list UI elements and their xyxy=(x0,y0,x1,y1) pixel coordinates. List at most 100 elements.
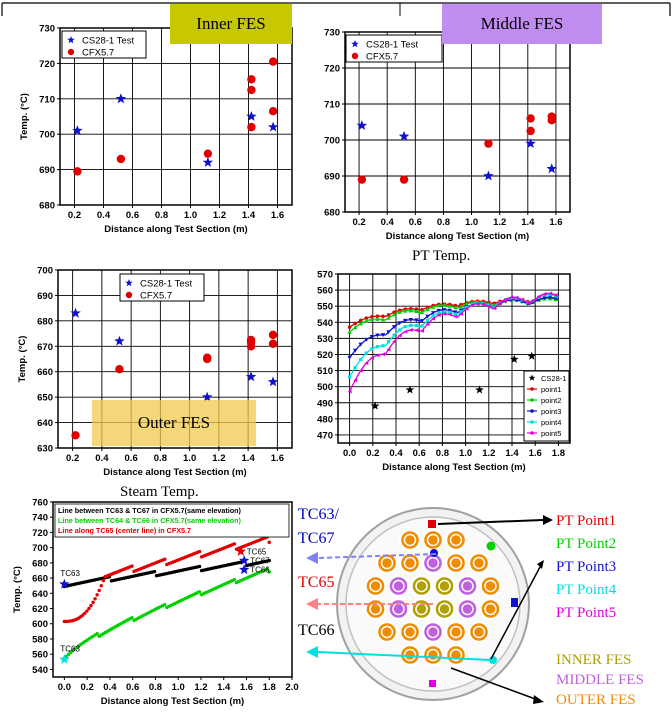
x-tick-label: 0.8 xyxy=(149,682,162,693)
steam-tc-label: TC66 xyxy=(250,566,270,575)
cfx-circle-marker xyxy=(526,114,535,123)
pt-series-marker xyxy=(437,311,441,315)
x-tick-label: 2.0 xyxy=(285,682,298,693)
legend-star-icon xyxy=(125,279,133,287)
pt-series-marker xyxy=(430,311,436,316)
pt-series-marker xyxy=(464,306,469,311)
tc-label: TC67 xyxy=(298,530,334,547)
x-tick-label: 1.6 xyxy=(271,453,284,464)
pt-series-marker xyxy=(358,318,363,323)
heater-rod-core xyxy=(380,556,394,570)
legend-box xyxy=(523,370,570,442)
heater-rod-core xyxy=(461,602,474,616)
x-tick-label: 1.6 xyxy=(549,217,562,228)
pt-series-marker xyxy=(370,314,374,319)
pt-series-marker xyxy=(548,291,553,296)
legend-label: CFX5.7 xyxy=(82,48,114,59)
cfx-circle-marker xyxy=(484,139,493,148)
legend-label: Line along TC65 (center line) in CFX5.7 xyxy=(58,526,191,535)
y-tick-label: 560 xyxy=(317,286,333,297)
y-tick-label: 640 xyxy=(37,418,53,429)
heater-rod xyxy=(387,597,410,621)
y-tick-label: 540 xyxy=(32,665,48,676)
pt-series-marker xyxy=(420,324,424,328)
heater-rod xyxy=(375,620,399,644)
x-axis-label: Distance along Test Section (m) xyxy=(103,467,246,478)
inner-chart: 0.2 0.4 0.6 0.8 1.0 1.2 1.4 1.6 680 690 700 710 720 7… xyxy=(19,24,293,235)
heater-rod xyxy=(479,574,502,598)
cfx-circle-marker xyxy=(268,106,278,116)
legend-box xyxy=(345,34,443,63)
x-tick-label: 1.4 xyxy=(505,448,519,459)
inner-fes-tag: Inner FES xyxy=(170,4,292,44)
pt-series-marker xyxy=(375,345,380,349)
steam-series-point xyxy=(83,611,87,615)
x-tick-label: 1.4 xyxy=(242,453,256,464)
pt-series-marker xyxy=(442,308,447,313)
steam-series-point xyxy=(232,577,237,582)
heater-rod xyxy=(398,620,422,644)
pt-series-marker xyxy=(364,351,368,355)
pt-series-marker xyxy=(419,310,425,315)
steam-tc-star xyxy=(235,546,246,556)
y-tick-label: 620 xyxy=(32,604,48,615)
y-tick-label: 710 xyxy=(39,94,55,105)
heater-rod xyxy=(410,597,433,621)
x-tick-label: 1.8 xyxy=(263,682,276,693)
pt-series-marker xyxy=(403,318,408,323)
heater-rod-core xyxy=(403,625,417,639)
x-tick-label: 0.6 xyxy=(126,210,139,221)
pt-test-star-marker xyxy=(370,401,380,410)
heater-rod xyxy=(467,551,491,575)
heater-rod xyxy=(364,574,387,598)
x-tick-label: 1.4 xyxy=(242,210,256,221)
y-tick-label: 720 xyxy=(39,59,55,70)
heater-rod xyxy=(398,551,422,575)
steam-tc-star xyxy=(239,555,250,565)
steam-series-point xyxy=(91,600,95,605)
x-tick-label: 0.4 xyxy=(103,682,117,693)
steam-series-point xyxy=(89,603,93,608)
pt-series-marker xyxy=(364,316,369,320)
y-tick-label: 560 xyxy=(32,650,48,661)
pt-series-marker xyxy=(459,310,463,314)
x-tick-label: 0.4 xyxy=(95,453,109,464)
pt-series-marker xyxy=(542,296,547,300)
pt-test-star-marker xyxy=(510,354,519,363)
pt-series-marker xyxy=(547,295,553,300)
y-tick-label: 730 xyxy=(324,28,340,39)
test-star-marker xyxy=(356,120,368,130)
y-tick-label: 490 xyxy=(317,398,333,409)
heater-rod-core xyxy=(380,625,394,639)
legend-label: point1 xyxy=(541,385,561,394)
pt-series-marker xyxy=(447,303,453,308)
pt1-arrowhead xyxy=(543,515,553,525)
heater-rod xyxy=(387,574,410,598)
pt-label: PT Point4 xyxy=(556,582,617,598)
heater-rod-core xyxy=(426,533,440,547)
heater-rod-core xyxy=(426,625,440,639)
pt-series-marker xyxy=(470,303,475,308)
test-star-marker xyxy=(245,371,257,382)
tc66-arrowhead xyxy=(306,646,318,658)
heater-rod-core xyxy=(369,579,382,593)
steam-series-point xyxy=(267,540,271,545)
legend-star-icon xyxy=(351,40,359,48)
x-axis-label: Distance along Test Section (m) xyxy=(386,231,529,242)
x-tick-label: 1.0 xyxy=(183,453,196,464)
cfx-circle-marker xyxy=(116,154,126,164)
test-star-marker xyxy=(246,111,257,121)
x-tick-label: 0.6 xyxy=(126,682,139,693)
tc-label: TC66 xyxy=(298,622,334,639)
pt-chart: 0.0 0.2 0.4 0.6 0.8 1.0 1.2 1.4 1.6 1.8 470 480 490 5… xyxy=(317,270,571,473)
steam-temp-caption: Steam Temp. xyxy=(120,484,199,500)
x-tick-label: 1.0 xyxy=(172,682,185,693)
x-tick-label: 0.4 xyxy=(97,210,111,221)
legend-label: CFX5.7 xyxy=(366,52,398,63)
pt-series-marker xyxy=(553,296,558,301)
x-tick-label: 1.4 xyxy=(217,682,231,693)
test-star-marker xyxy=(70,307,81,318)
x-tick-label: 1.2 xyxy=(493,217,506,228)
